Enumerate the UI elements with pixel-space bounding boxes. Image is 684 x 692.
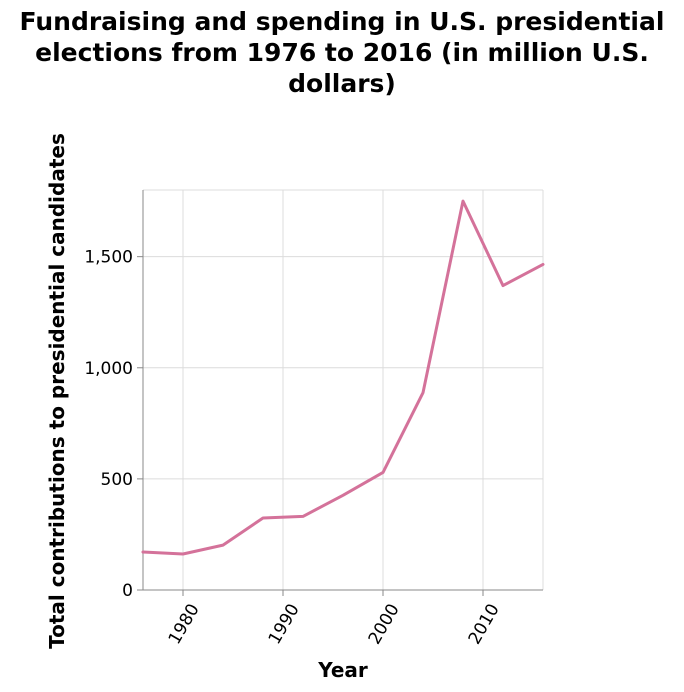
chart-title-line-3: dollars) [288,69,396,98]
y-tick-label: 1,000 [84,359,133,379]
y-tick-label: 1,500 [84,248,133,268]
series-line [141,199,545,556]
y-axis-title: Total contributions to presidential cand… [45,133,69,649]
x-tick-label: 2010 [465,601,504,648]
chart-title-line-1: Fundraising and spending in U.S. preside… [20,7,665,36]
x-tick-label: 2000 [365,601,404,648]
x-tick-label: 1980 [165,601,204,648]
x-axis-title: Year [317,658,368,682]
chart-title-line-2: elections from 1976 to 2016 (in million … [35,38,649,67]
grid [143,189,544,591]
series [141,199,545,556]
x-tick-label: 1990 [265,601,304,648]
y-tick-label: 0 [122,581,133,601]
chart-title: Fundraising and spending in U.S. preside… [20,7,665,98]
axes [137,190,543,596]
y-tick-label: 500 [101,470,133,490]
